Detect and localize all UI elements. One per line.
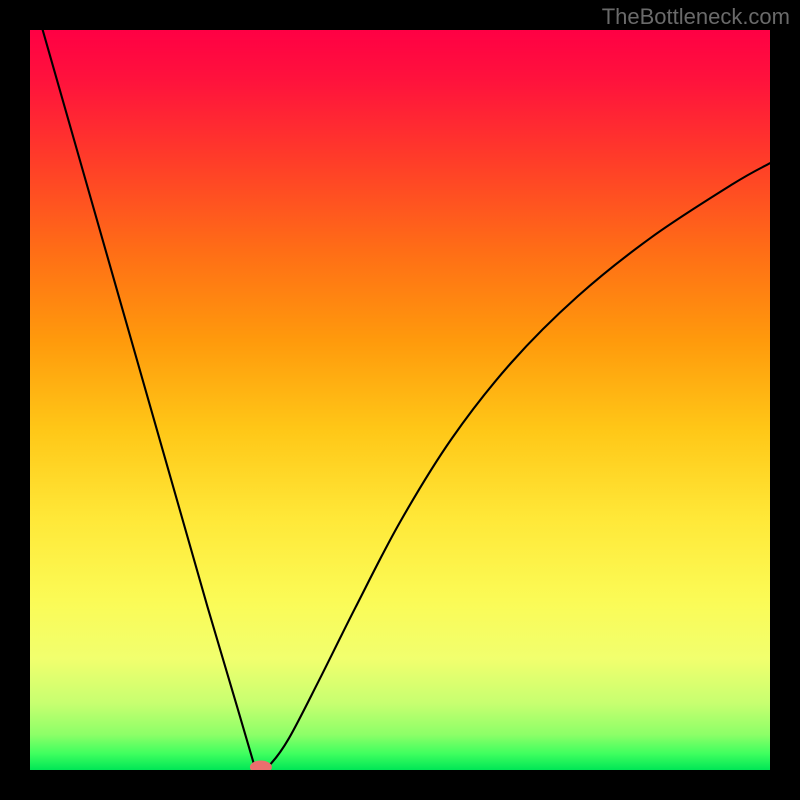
watermark-text: TheBottleneck.com — [602, 4, 790, 30]
chart-svg — [0, 0, 800, 800]
plot-gradient-bg — [30, 30, 770, 770]
figure-root: TheBottleneck.com — [0, 0, 800, 800]
